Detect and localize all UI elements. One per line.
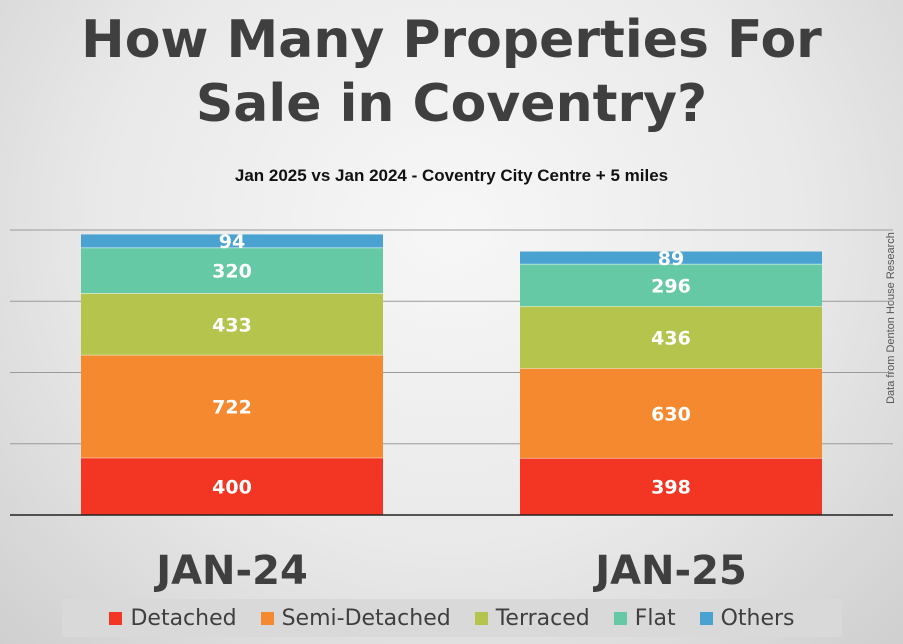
- legend-label-terraced: Terraced: [495, 605, 590, 631]
- legend-swatch-flat: [613, 611, 627, 625]
- data-label-detached-jan-24: 400: [212, 477, 252, 499]
- legend-label-semi-detached: Semi-Detached: [281, 605, 451, 631]
- bar-semi-detached-jan-25: [520, 368, 822, 459]
- data-label-terraced-jan-24: 433: [212, 314, 252, 336]
- legend-item-detached: Detached: [109, 605, 237, 631]
- legend-item-semi-detached: Semi-Detached: [260, 605, 451, 631]
- chart-title-line2: Sale in Coventry?: [195, 74, 708, 134]
- data-label-terraced-jan-25: 436: [651, 327, 691, 349]
- chart-title-line1: How Many Properties For: [81, 10, 822, 70]
- bar-detached-jan-24: [81, 458, 383, 515]
- bar-flat-jan-24: [81, 247, 383, 294]
- legend-item-flat: Flat: [613, 605, 676, 631]
- chart-legend: Detached Semi-Detached Terraced Flat Others: [62, 599, 842, 637]
- data-label-flat-jan-24: 320: [212, 261, 252, 283]
- data-label-flat-jan-25: 296: [651, 275, 691, 297]
- data-label-others-jan-25: 89: [658, 248, 684, 270]
- legend-label-others: Others: [720, 605, 795, 631]
- legend-item-others: Others: [699, 605, 795, 631]
- legend-label-flat: Flat: [634, 605, 676, 631]
- bar-terraced-jan-24: [81, 293, 383, 356]
- bar-others-jan-24: [81, 234, 383, 248]
- legend-swatch-semi-detached: [260, 611, 274, 625]
- bar-flat-jan-25: [520, 264, 822, 307]
- bar-semi-detached-jan-24: [81, 355, 383, 458]
- bar-detached-jan-25: [520, 458, 822, 515]
- category-label-jan-24: JAN-24: [156, 548, 308, 594]
- data-label-semi-detached-jan-24: 722: [212, 397, 252, 419]
- data-label-detached-jan-25: 398: [651, 477, 691, 499]
- bar-others-jan-25: [520, 251, 822, 265]
- legend-swatch-terraced: [474, 611, 488, 625]
- stacked-bar-chart: 400 722 433 320 94 398 630 436 296 89: [10, 229, 893, 516]
- chart-subtitle: Jan 2025 vs Jan 2024 - Coventry City Cen…: [234, 166, 669, 185]
- data-label-others-jan-24: 94: [219, 231, 245, 253]
- legend-label-detached: Detached: [130, 605, 237, 631]
- data-label-semi-detached-jan-25: 630: [651, 403, 691, 425]
- chart-title: How Many Properties For Sale in Coventry…: [0, 8, 903, 136]
- legend-swatch-others: [699, 611, 713, 625]
- bar-terraced-jan-25: [520, 306, 822, 369]
- legend-swatch-detached: [109, 611, 123, 625]
- legend-item-terraced: Terraced: [474, 605, 590, 631]
- category-label-jan-25: JAN-25: [595, 548, 747, 594]
